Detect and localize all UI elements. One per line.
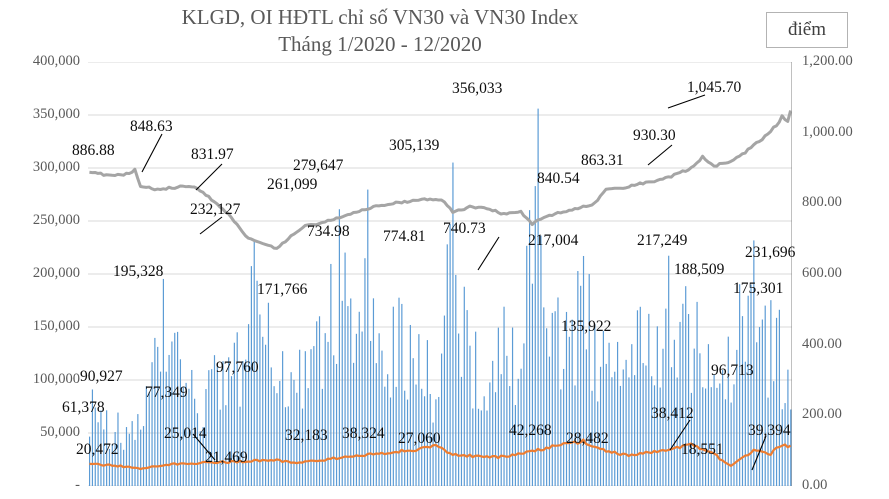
left-axis-tick: - [75, 477, 80, 493]
data-label-vn30-774: 774.81 [383, 228, 426, 245]
data-label-oi-38412: 38,412 [651, 405, 694, 422]
left-axis-tick: 50,000 [40, 424, 80, 440]
data-label-oi-20472: 20,472 [76, 441, 119, 458]
data-label-klgd-61378: 61,378 [62, 399, 105, 416]
data-label-klgd-305139: 305,139 [389, 137, 440, 154]
right-axis-tick: 800.00 [802, 194, 842, 211]
data-label-oi-42268: 42,268 [509, 422, 552, 439]
data-label-vn30-831: 831.97 [191, 146, 234, 163]
data-label-oi-18551: 18,551 [681, 441, 724, 458]
right-axis-tick: 1,000.00 [802, 123, 853, 140]
left-axis-tick: 350,000 [32, 106, 80, 122]
data-label-klgd-279647: 279,647 [293, 157, 344, 174]
data-label-klgd-90927: 90,927 [80, 368, 123, 385]
data-label-vn30-1045: 1,045.70 [687, 79, 742, 96]
data-label-klgd-217004: 217,004 [528, 232, 579, 249]
data-label-vn30-886: 886.88 [72, 142, 115, 159]
data-label-oi-21469: 21,469 [205, 449, 248, 466]
data-label-vn30-740: 740.73 [443, 220, 486, 237]
data-label-klgd-217249: 217,249 [637, 232, 688, 249]
plot-area [88, 62, 792, 486]
data-label-klgd-171766: 171,766 [257, 281, 308, 298]
data-label-vn30-734: 734.98 [307, 223, 350, 240]
klgd-bars [88, 108, 792, 486]
data-label-vn30-863: 863.31 [581, 152, 624, 169]
data-label-oi-39394: 39,394 [748, 422, 791, 439]
right-axis-tick: 600.00 [802, 265, 842, 281]
left-axis-tick: 150,000 [32, 318, 80, 334]
right-axis-tick: 200.00 [802, 406, 842, 423]
chart-title-line-2: Tháng 1/2020 - 12/2020 [278, 32, 482, 56]
data-label-klgd-175301: 175,301 [733, 280, 784, 297]
data-label-oi-32183: 32,183 [285, 427, 328, 444]
data-label-klgd-188509: 188,509 [674, 261, 725, 278]
chart-plot-svg [88, 62, 792, 486]
left-axis-tick: 400,000 [32, 53, 80, 69]
data-label-klgd-356033: 356,033 [452, 80, 503, 97]
data-label-klgd-231696: 231,696 [745, 244, 796, 261]
data-label-oi-25014: 25,014 [164, 425, 207, 442]
data-label-klgd-261099: 261,099 [267, 176, 318, 193]
data-label-klgd-97760: 97,760 [216, 359, 259, 376]
left-axis-tick: 250,000 [32, 212, 80, 228]
chart-title-line-1: KLGD, OI HĐTL chỉ số VN30 và VN30 Index [181, 5, 579, 29]
right-axis-tick: 1,200.00 [802, 53, 853, 69]
left-axis-tick: 300,000 [32, 159, 80, 175]
left-axis-tick: 200,000 [32, 265, 80, 281]
chart-title: KLGD, OI HĐTL chỉ số VN30 và VN30 Index … [0, 4, 760, 58]
right-axis-tick: 400.00 [802, 335, 842, 352]
data-label-klgd-195328: 195,328 [113, 263, 164, 280]
data-label-vn30-930: 930.30 [633, 127, 676, 144]
left-axis-tick: 100,000 [32, 371, 80, 387]
data-label-oi-27060: 27,060 [398, 430, 441, 447]
right-axis-unit-label: điểm [788, 19, 826, 40]
right-axis-tick: 0.00 [802, 477, 828, 493]
vn30-index-line [89, 110, 792, 250]
right-axis-unit-box: điểm [766, 12, 848, 48]
data-label-oi-28482: 28,482 [566, 430, 609, 447]
data-label-klgd-232127: 232,127 [190, 201, 241, 218]
data-label-klgd-77349: 77,349 [145, 384, 188, 401]
data-label-oi-38324: 38,324 [342, 425, 385, 442]
data-label-klgd-96713: 96,713 [711, 362, 754, 379]
data-label-vn30-848: 848.63 [130, 118, 173, 135]
data-label-vn30-840: 840.54 [537, 170, 580, 187]
data-label-klgd-135922: 135,922 [561, 318, 612, 335]
